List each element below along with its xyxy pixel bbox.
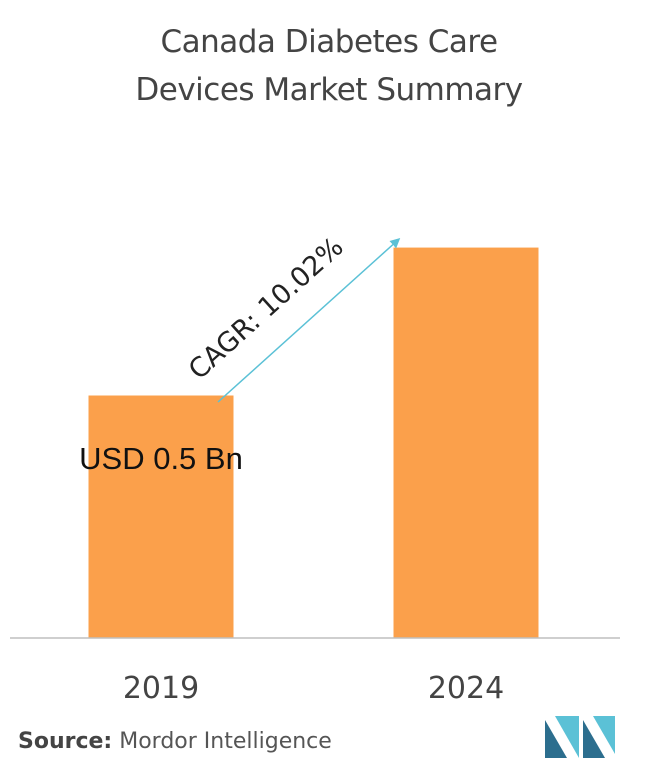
bar-2019 — [88, 395, 234, 638]
x-tick-label-2024: 2024 — [428, 671, 504, 706]
cagr-annotation: CAGR: 10.02% — [183, 231, 350, 385]
x-tick-label-2019: 2019 — [123, 671, 199, 706]
chart-title: Canada Diabetes Care Devices Market Summ… — [0, 18, 658, 114]
source-text: Mordor Intelligence — [119, 729, 332, 754]
chart-title-line-2: Devices Market Summary — [135, 72, 523, 108]
source-note: Source: Mordor Intelligence — [18, 729, 332, 754]
bars-layer — [88, 247, 539, 638]
chart-title-line-1: Canada Diabetes Care — [160, 24, 498, 60]
cagr-arrow — [217, 237, 401, 403]
bar-2024 — [393, 247, 539, 638]
mordor-logo-icon — [545, 716, 615, 758]
source-label: Source: — [18, 729, 113, 754]
labels-layer: 2019 2024 — [123, 671, 504, 706]
data-label-2019: USD 0.5 Bn — [79, 441, 243, 476]
